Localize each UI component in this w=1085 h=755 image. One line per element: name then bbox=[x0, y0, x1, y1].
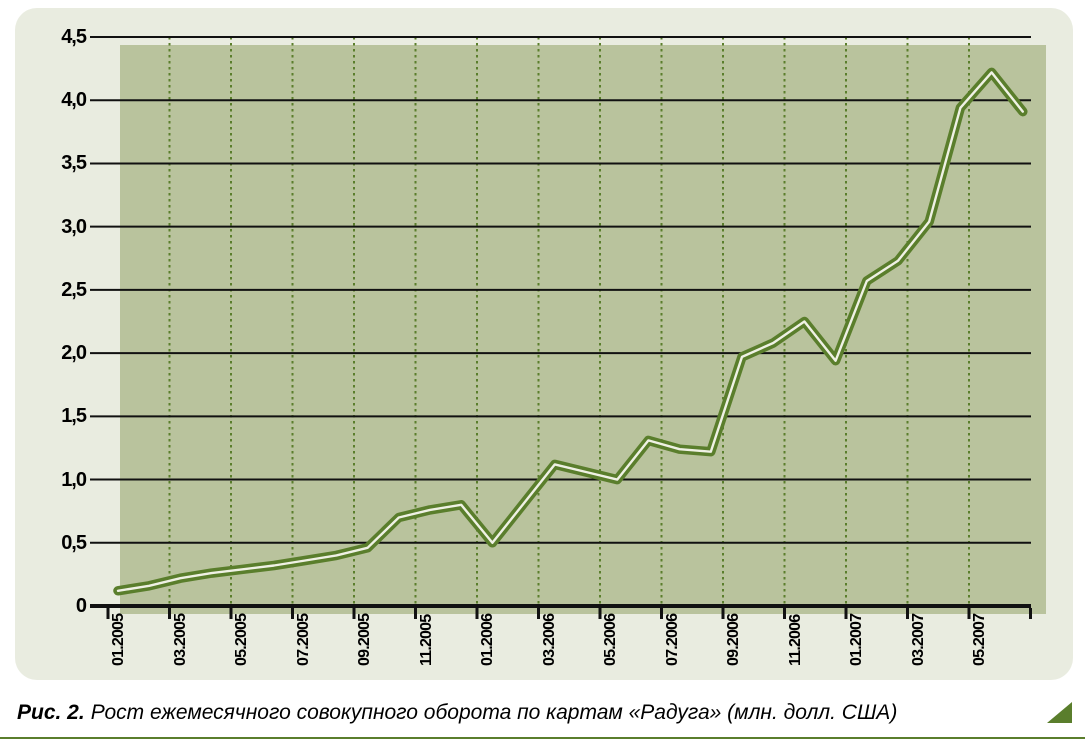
plot-area bbox=[120, 45, 1046, 614]
figure-end-triangle-icon bbox=[1047, 702, 1072, 723]
chart-panel bbox=[15, 8, 1073, 680]
caption-label: Рис. 2. bbox=[17, 701, 85, 724]
figure-caption: Рис. 2. Рост ежемесячного совокупного обо… bbox=[17, 700, 1027, 726]
bottom-rule bbox=[0, 737, 1085, 739]
caption-text: Рост ежемесячного совокупного оборота по… bbox=[90, 701, 898, 724]
